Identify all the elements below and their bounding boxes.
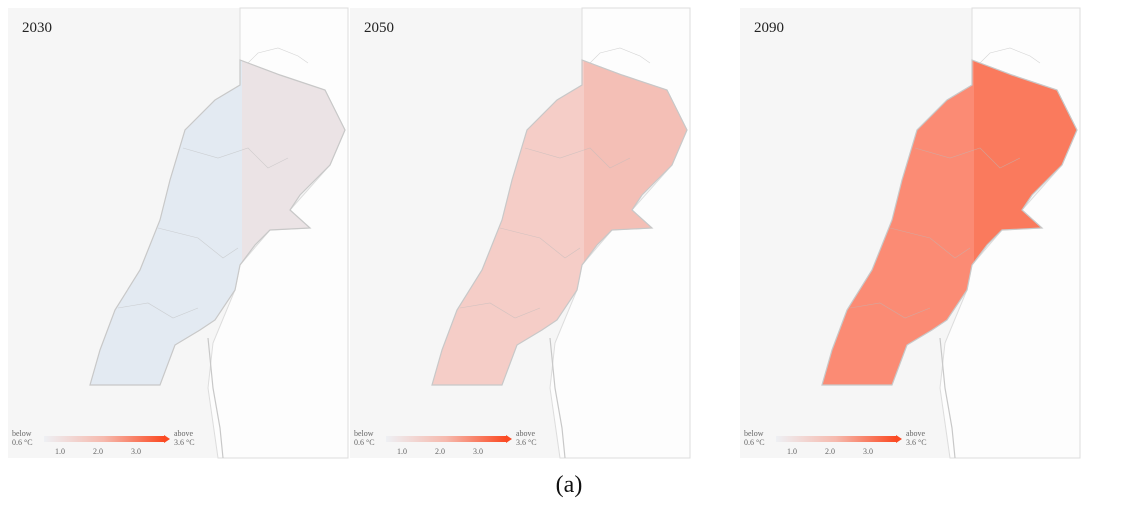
neighbor-border	[939, 337, 956, 459]
legend-above: above	[174, 429, 194, 438]
legend-bar	[776, 436, 896, 442]
legend-arrow	[896, 435, 902, 443]
legend-low: 0.6 °C	[12, 438, 33, 447]
legend-tick: 3.0	[131, 447, 141, 456]
district-line	[889, 227, 971, 259]
neighbor-border	[549, 337, 566, 459]
legend-tick: 1.0	[787, 447, 797, 456]
region-east	[974, 60, 1077, 263]
legend-high: 3.6 °C	[516, 438, 537, 447]
legend-bar	[386, 436, 506, 442]
region-west	[822, 60, 974, 385]
district-line	[117, 302, 199, 319]
legend-tick: 3.0	[863, 447, 873, 456]
district-line	[499, 227, 581, 259]
legend-tick: 2.0	[825, 447, 835, 456]
district-line	[524, 147, 631, 169]
region-west	[90, 60, 242, 385]
legend-above: above	[906, 429, 926, 438]
legend-tick: 2.0	[93, 447, 103, 456]
legend-above: above	[516, 429, 536, 438]
legend-low: 0.6 °C	[744, 438, 765, 447]
country-border	[431, 59, 688, 386]
legend-below: below	[12, 429, 32, 438]
legend-tick: 2.0	[435, 447, 445, 456]
neighbor-border	[979, 47, 1041, 64]
country-border	[821, 59, 1078, 386]
panel-title: 2050	[364, 20, 394, 36]
legend-high: 3.6 °C	[174, 438, 195, 447]
region-east	[242, 60, 345, 263]
legend-below: below	[744, 429, 764, 438]
country-border	[89, 59, 346, 386]
legend-below: below	[354, 429, 374, 438]
district-line	[157, 227, 239, 259]
legend-tick: 1.0	[55, 447, 65, 456]
legend-arrow	[164, 435, 170, 443]
neighbor-border	[247, 47, 309, 64]
legend-tick: 3.0	[473, 447, 483, 456]
district-line	[182, 147, 289, 169]
caption: (a)	[556, 472, 583, 498]
legend-arrow	[506, 435, 512, 443]
district-line	[914, 147, 1021, 169]
district-line	[459, 302, 541, 319]
panel-title: 2090	[754, 20, 784, 36]
neighbor-border	[589, 47, 651, 64]
legend-bar	[44, 436, 164, 442]
neighbor-border	[207, 337, 224, 459]
district-line	[849, 302, 931, 319]
panel-title: 2030	[22, 20, 52, 36]
legend-tick: 1.0	[397, 447, 407, 456]
region-east	[584, 60, 687, 263]
legend-high: 3.6 °C	[906, 438, 927, 447]
region-west	[432, 60, 584, 385]
legend-low: 0.6 °C	[354, 438, 375, 447]
